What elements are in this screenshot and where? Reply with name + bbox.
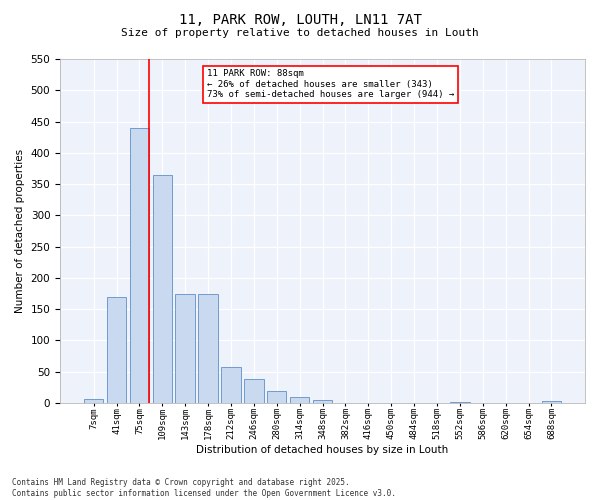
Bar (152, 174, 172, 403)
Bar (244, 380, 263, 403)
Y-axis label: Number of detached properties: Number of detached properties (15, 149, 25, 313)
X-axis label: Distribution of detached houses by size in Louth: Distribution of detached houses by size … (196, 445, 449, 455)
Bar (199, 294, 218, 403)
Text: 11 PARK ROW: 88sqm
← 26% of detached houses are smaller (343)
73% of semi-detach: 11 PARK ROW: 88sqm ← 26% of detached hou… (207, 70, 454, 99)
Bar (450, 402, 470, 403)
Text: 11, PARK ROW, LOUTH, LN11 7AT: 11, PARK ROW, LOUTH, LN11 7AT (179, 12, 421, 26)
Bar (267, 390, 286, 403)
Bar (175, 294, 195, 403)
Bar (221, 368, 241, 403)
Text: Size of property relative to detached houses in Louth: Size of property relative to detached ho… (121, 28, 479, 38)
Bar (107, 296, 126, 403)
Bar (84, 398, 103, 403)
Bar (130, 128, 149, 403)
Bar (313, 400, 332, 403)
Bar (290, 398, 310, 403)
Bar (542, 401, 561, 403)
Text: Contains HM Land Registry data © Crown copyright and database right 2025.
Contai: Contains HM Land Registry data © Crown c… (12, 478, 396, 498)
